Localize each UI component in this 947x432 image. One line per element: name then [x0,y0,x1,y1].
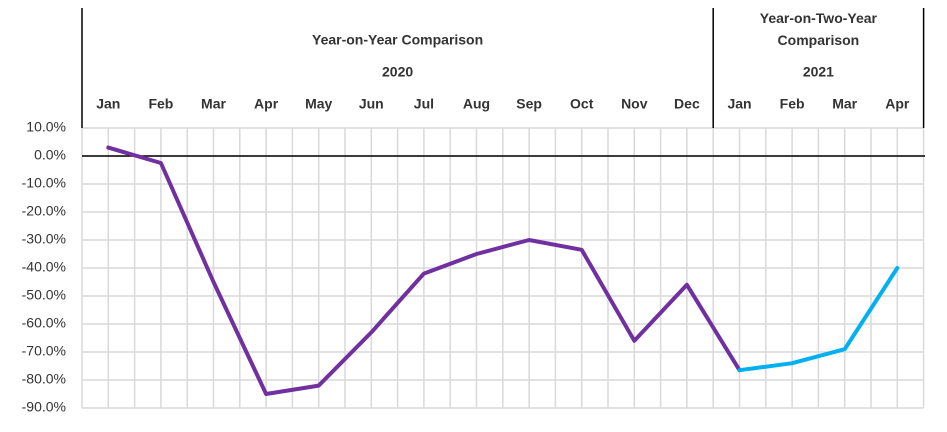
x-tick-label: Sep [516,96,542,112]
x-tick-label: May [305,96,332,112]
y-tick-label: -10.0% [22,175,66,191]
x-tick-label: Mar [832,96,857,112]
group-year: 2021 [803,64,834,80]
y-tick-label: -20.0% [22,203,66,219]
y-tick-label: -70.0% [22,343,66,359]
x-tick-label: Jul [414,96,434,112]
x-tick-label: Mar [201,96,226,112]
x-tick-label: Dec [674,96,700,112]
y-tick-label: -90.0% [22,399,66,415]
x-tick-label: Aug [463,96,490,112]
group-title: Year-on-Two-Year Comparison [760,10,878,48]
y-tick-label: -80.0% [22,371,66,387]
y-tick-label: -50.0% [22,287,66,303]
x-tick-label: Feb [780,96,805,112]
x-tick-label: Jun [359,96,384,112]
y-tick-label: 10.0% [26,119,66,135]
series-line [106,145,742,396]
x-tick-label: Feb [148,96,173,112]
y-tick-label: -40.0% [22,259,66,275]
x-tick-label: Jan [727,96,751,112]
x-tick-label: Oct [570,96,594,112]
group-title: Year-on-Year Comparison [312,32,483,48]
y-tick-label: 0.0% [34,147,66,163]
series-line [737,266,900,373]
x-tick-label: Apr [885,96,910,112]
y-tick-label: -30.0% [22,231,66,247]
group-year: 2020 [382,64,413,80]
x-tick-label: Nov [621,96,648,112]
x-tick-label: Apr [254,96,279,112]
x-tick-label: Jan [96,96,120,112]
y-tick-label: -60.0% [22,315,66,331]
